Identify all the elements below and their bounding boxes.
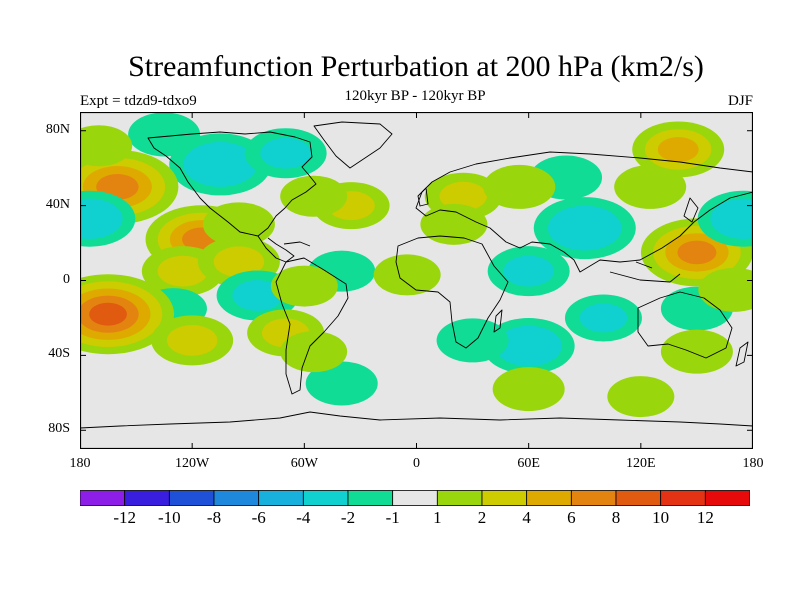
anomaly-contour-29-2 [657,137,699,162]
colorbar-swatch-3 [213,490,260,506]
coast-africa [395,235,509,349]
anomaly-contour-25-0 [483,164,556,209]
coast-uk [417,187,429,207]
x-tick-label-3: 0 [413,456,420,471]
anomaly-contour-31-2 [508,333,550,359]
anomaly-contour-35-0 [660,329,733,374]
x-tick-label-6: 180 [742,456,764,471]
anomaly-contour-14-0 [270,265,338,307]
coast-south-america [275,257,349,395]
coast-indonesia [609,261,681,283]
anomaly-contour-24-1 [439,181,487,211]
anomaly-contour-6-1 [157,255,209,287]
anomaly-contour-20-0 [280,331,348,373]
colorbar-swatch-12 [615,490,662,506]
anomaly-contour-11-1 [232,280,283,311]
coast-japan [683,197,699,223]
coast-north-america [147,131,317,237]
axis-ticks [80,112,753,449]
anomaly-field [80,112,753,418]
season-label: DJF [727,93,753,109]
x-tick-label-1: 120W [175,456,210,471]
colorbar-label-9: 4 [522,508,531,527]
y-tick-label-1: 40N [45,196,70,212]
colorbar-label-2: -8 [206,508,222,527]
colorbar-swatch-0 [80,490,126,506]
anomaly-contour-4-2 [80,206,110,232]
colorbar-label-12: 10 [652,508,670,527]
anomaly-contour-19-0 [305,361,378,406]
colorbar-swatch-6 [347,490,394,506]
coast-eurasia [415,151,753,273]
coast-new-zealand [735,341,749,367]
coast-antarctica [80,411,753,429]
anomaly-contour-22-1 [503,255,554,287]
anomaly-contour-30-0 [80,125,133,167]
colorbar-label-8: 2 [477,508,487,527]
colorbar-label-4: -4 [296,508,311,527]
colorbar-swatch-5 [302,490,349,506]
colorbar-swatch-14 [704,490,750,506]
y-tick-label-0: 80N [45,121,70,137]
colorbar-swatch-9 [481,490,528,506]
anomaly-contour-0-2 [197,150,243,179]
colorbar-swatch-10 [526,490,572,506]
colorbar-label-13: 12 [696,508,714,527]
colorbar-swatch-11 [570,490,617,506]
anomaly-contour-27-3 [677,240,717,265]
colorbar [80,490,750,506]
x-tick-label-0: 180 [69,456,91,471]
coast-central-america [257,235,295,263]
anomaly-contour-33-0 [436,318,509,363]
colorbar-label-0: -12 [113,508,136,527]
colorbar-swatch-13 [660,490,706,506]
anomaly-contour-7-1 [213,246,265,278]
y-tick-label-2: 0 [63,271,70,287]
anomaly-contour-21-2 [562,214,608,242]
anomaly-contour-32-1 [579,303,628,333]
y-tick-label-3: 40S [48,346,70,362]
map-plot [80,112,753,449]
x-tick-label-2: 60W [290,456,318,471]
x-tick-label-5: 120E [626,456,656,471]
anomaly-contour-37-0 [607,376,675,418]
colorbar-label-3: -6 [251,508,266,527]
coast-australia [637,291,733,359]
anomaly-contour-10-0 [280,175,348,217]
colorbar-swatch-1 [124,490,170,506]
anomaly-contour-38-0 [698,267,753,312]
colorbar-swatch-4 [258,490,304,506]
colorbar-label-7: 1 [433,508,442,527]
chart-subtitle: 120kyr BP - 120kyr BP [344,88,486,104]
anomaly-contour-28-2 [723,206,753,232]
anomaly-contour-39-0 [420,203,488,245]
anomaly-contour-2-0 [128,112,201,157]
colorbar-label-6: -1 [385,508,400,527]
x-tick-label-4: 60E [517,456,540,471]
colorbar-swatch-7 [392,490,438,506]
colorbar-label-5: -2 [340,508,356,527]
anomaly-contour-36-0 [492,367,565,412]
experiment-label: Expt = tdzd9-tdxo9 [80,93,197,109]
coast-greenland [313,121,393,169]
anomaly-contour-16-4 [89,302,127,326]
colorbar-label-1: -10 [157,508,181,527]
y-tick-label-4: 80S [48,421,70,437]
coastlines [80,121,753,429]
colorbar-swatch-2 [168,490,215,506]
colorbar-label-10: 6 [567,508,576,527]
anomaly-contour-15-0 [373,254,441,296]
anomaly-contour-17-1 [166,325,218,356]
anomaly-contour-1-1 [260,137,311,169]
chart-title: Streamfunction Perturbation at 200 hPa (… [128,50,704,83]
coast-madagascar [493,309,503,333]
colorbar-label-11: 8 [611,508,621,527]
coast-cuba [283,241,311,247]
anomaly-contour-8-0 [202,202,275,247]
colorbar-swatch-8 [436,490,483,506]
